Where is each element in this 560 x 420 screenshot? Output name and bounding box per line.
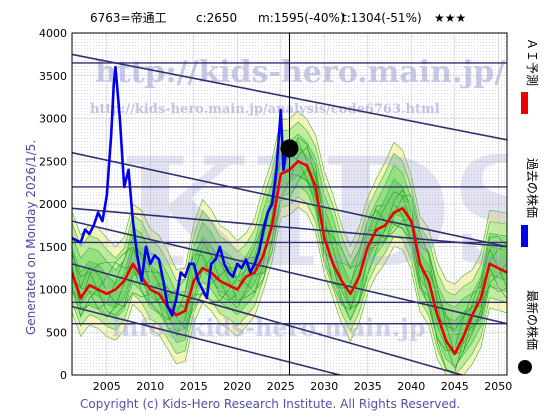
legend-label-past-price: 過去の株価 [525,158,540,218]
current-price: c:2650 [196,11,237,25]
chart-header: 6763=帝通工 c:2650 m:1595(-40%) t:1304(-51%… [90,10,466,25]
legend-item-past-price: 過去の株価 [521,158,540,247]
y-tick-label: 2500 [39,155,67,168]
plot-area: KIDS http://kids-hero.main.jp/ http://ki… [71,32,559,376]
x-tick-label: 2005 [93,380,121,393]
y-tick-label: 3500 [39,70,67,83]
legend-marker-latest-price [518,360,532,374]
legend-swatch-past-price [521,225,528,247]
generated-label: Generated on Monday 2026/1/5. [24,140,38,335]
x-tick-label: 2025 [267,380,295,393]
x-tick-label: 2050 [484,380,512,393]
legend-label-ai-forecast: ＡＩ予測 [525,38,539,86]
x-tick-label: 2040 [397,380,425,393]
x-tick-label: 2035 [354,380,382,393]
rating-stars: ★★★ [434,11,466,25]
y-tick-label: 3000 [39,113,67,126]
y-tick-label: 4000 [39,27,67,40]
y-tick-label: 500 [46,326,67,339]
y-tick-label: 0 [60,369,67,382]
forecast-band [72,147,507,356]
x-tick-label: 2020 [223,380,251,393]
legend-label-latest-price: 最新の株価 [525,290,540,350]
x-tick-label: 2030 [310,380,338,393]
x-tick-label: 2045 [441,380,469,393]
x-axis: 2005 2010 2015 2020 2025 2030 2035 2040 2045 2050 [93,380,512,393]
latest-price-marker [280,139,299,158]
y-tick-label: 1000 [39,284,67,297]
watermark-email: info@kids-hero.main.jp [112,313,426,342]
copyright-footer: Copyright (c) Kids-Hero Research Institu… [80,397,460,411]
x-tick-label: 2015 [180,380,208,393]
max-info: m:1595(-40%) [258,11,345,25]
plot-frame [71,32,508,376]
legend-item-ai-forecast: ＡＩ予測 [521,38,539,114]
y-tick-label: 2000 [39,198,67,211]
watermark-logo: KIDS [120,125,559,301]
target-info: t:1304(-51%) [342,11,422,25]
watermark-url-big: http://kids-hero.main.jp/ [95,55,505,90]
y-tick-label: 1500 [39,241,67,254]
watermark-url-small: http://kids-hero.main.jp/analysis/code67… [90,102,440,117]
legend: ＡＩ予測 過去の株価 最新の株価 [518,38,540,374]
legend-item-latest-price: 最新の株価 [518,290,540,374]
past-price-line [72,65,291,317]
y-axis: 0 500 1000 1500 2000 2500 3000 3500 4000 [39,27,67,382]
legend-swatch-ai-forecast [521,92,528,114]
x-tick-label: 2010 [136,380,164,393]
stock-code: 6763=帝通工 [90,10,167,25]
